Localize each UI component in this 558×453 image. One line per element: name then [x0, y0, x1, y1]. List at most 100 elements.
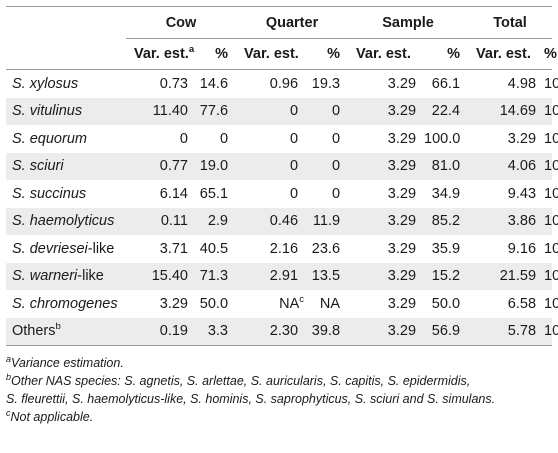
quarter-pct-cell: 11.9	[306, 207, 349, 235]
sample-pct-cell: 56.9	[424, 317, 469, 346]
sample-pct-header: %	[424, 38, 469, 70]
total-var-cell: 5.78	[468, 317, 545, 346]
quarter-var-cell: 0	[236, 152, 307, 180]
cow-pct-cell: 19.0	[196, 152, 237, 180]
group-header-row: Cow Quarter Sample Total	[6, 6, 553, 39]
cow-pct-cell: 77.6	[196, 97, 237, 125]
sample-pct-cell: 34.9	[431, 185, 461, 202]
total-var-cell: 9.16	[507, 240, 537, 257]
footnote-b: bOther NAS species: S. agnetis, S. arlet…	[6, 371, 471, 388]
total-pct-cell: 100	[544, 97, 558, 125]
footnotes: aVariance estimation. bOther NAS species…	[6, 354, 552, 426]
variance-table: Cow Quarter Sample Total Var. est.a % Va…	[6, 6, 558, 346]
total-pct-cell: 100	[544, 317, 558, 346]
sample-pct-cell: 81.0	[424, 152, 469, 180]
sample-pct-cell: 15.2	[424, 262, 469, 290]
table-body: S. xylosus 0.73 14.6 0.96 19.3 3.29 66.1 4.98 10…	[6, 70, 558, 346]
quarter-var-cell: 0.96	[269, 75, 299, 92]
quarter-var-cell: 0	[289, 185, 299, 202]
cow-var-header: Var. est.a	[126, 38, 196, 70]
quarter-pct-cell: 13.5	[306, 262, 349, 290]
quarter-var-cell: 2.91	[236, 262, 307, 290]
quarter-pct-cell: 39.8	[306, 317, 349, 346]
quarter-pct-cell: 0	[306, 97, 349, 125]
quarter-var-cell: 2.16	[269, 240, 299, 257]
table-row: S. warneri-like 15.40 71.3 2.91 13.5 3.29 15.2…	[6, 262, 558, 290]
quarter-var-cell: 2.30	[236, 317, 307, 346]
total-pct-cell: 100	[544, 152, 558, 180]
group-header-cow: Cow	[126, 6, 237, 39]
total-var-cell: 14.69	[468, 97, 545, 125]
cow-var-cell: 0.73	[159, 75, 188, 92]
table-row: S. haemolyticus 0.11 2.9 0.46 11.9 3.29 85.2 3.…	[6, 207, 558, 235]
quarter-pct-cell: 23.6	[311, 240, 341, 257]
quarter-pct-cell: 0	[306, 152, 349, 180]
cow-pct-cell: 2.9	[196, 207, 237, 235]
table-row: S. devriesei-like 3.71 40.5 2.16 23.6 3.29 35.…	[6, 235, 558, 263]
table-row: S. xylosus 0.73 14.6 0.96 19.3 3.29 66.1 4.98 10…	[6, 70, 558, 98]
cow-pct-header: %	[196, 38, 237, 70]
group-header-sample: Sample	[348, 6, 469, 39]
table-container: Cow Quarter Sample Total Var. est.a % Va…	[6, 6, 558, 426]
total-var-cell: 6.58	[507, 295, 537, 312]
quarter-var-header: Var. est.	[236, 38, 307, 70]
sample-var-cell: 3.29	[387, 295, 417, 312]
sample-var-cell: 3.29	[348, 152, 425, 180]
total-var-cell: 3.29	[507, 130, 537, 147]
footnote-c: cNot applicable.	[6, 407, 94, 424]
cow-var-cell: 15.40	[126, 262, 196, 290]
quarter-var-cell: 0	[236, 97, 307, 125]
total-pct-cell: 100	[544, 75, 558, 92]
species-cell: Othersb	[6, 317, 126, 346]
quarter-var-cell: 0.46	[236, 207, 307, 235]
table-row: S. equorum 0 0 0 0 3.29 100.0 3.29 100	[6, 125, 558, 153]
sub-header-blank-cell	[6, 38, 126, 70]
sample-pct-cell: 66.1	[431, 75, 461, 92]
cow-pct-cell: 50.0	[199, 295, 229, 312]
table-row: S. succinus 6.14 65.1 0 0 3.29 34.9 9.43 100	[6, 180, 558, 208]
cow-pct-cell: 3.3	[196, 317, 237, 346]
species-cell: S. chromogenes	[12, 295, 118, 312]
header-blank-cell	[6, 6, 126, 39]
cow-pct-cell: 0	[219, 130, 229, 147]
species-cell: S. warneri-like	[6, 262, 126, 290]
species-cell: S. succinus	[12, 185, 87, 202]
group-header-total: Total	[468, 6, 553, 39]
total-pct-cell: 100	[544, 295, 558, 312]
total-pct-cell: 100	[544, 185, 558, 202]
sample-var-cell: 3.29	[387, 130, 417, 147]
footnote-a: aVariance estimation.	[6, 353, 124, 370]
cow-pct-cell: 71.3	[196, 262, 237, 290]
sample-var-header: Var. est.	[348, 38, 425, 70]
total-var-cell: 4.98	[507, 75, 537, 92]
group-header-quarter: Quarter	[236, 6, 349, 39]
cow-var-cell: 3.29	[159, 295, 188, 312]
quarter-var-cell: NAc	[279, 293, 305, 312]
quarter-pct-header: %	[306, 38, 349, 70]
quarter-var-cell: 0	[289, 130, 299, 147]
cow-var-cell: 0.19	[126, 317, 196, 346]
cow-pct-cell: 14.6	[199, 75, 229, 92]
cow-var-cell: 6.14	[159, 185, 188, 202]
total-var-cell: 9.43	[507, 185, 537, 202]
total-var-cell: 3.86	[468, 207, 545, 235]
cow-var-cell: 0.77	[126, 152, 196, 180]
species-cell: S. devriesei-like	[12, 240, 115, 257]
cow-var-cell: 0.11	[126, 207, 196, 235]
sample-pct-cell: 35.9	[431, 240, 461, 257]
total-pct-cell: 100	[544, 240, 558, 257]
sub-header-row: Var. est.a % Var. est. % Var. est. % Var…	[6, 38, 557, 70]
sample-pct-cell: 100.0	[424, 130, 461, 147]
species-cell: S. equorum	[12, 130, 87, 147]
sample-pct-cell: 50.0	[431, 295, 461, 312]
quarter-pct-cell: 19.3	[311, 75, 341, 92]
sample-var-cell: 3.29	[387, 240, 417, 257]
sample-pct-cell: 85.2	[424, 207, 469, 235]
quarter-pct-cell: 0	[331, 130, 341, 147]
total-pct-cell: 100	[544, 130, 558, 147]
sample-pct-cell: 22.4	[424, 97, 469, 125]
total-var-cell: 4.06	[468, 152, 545, 180]
